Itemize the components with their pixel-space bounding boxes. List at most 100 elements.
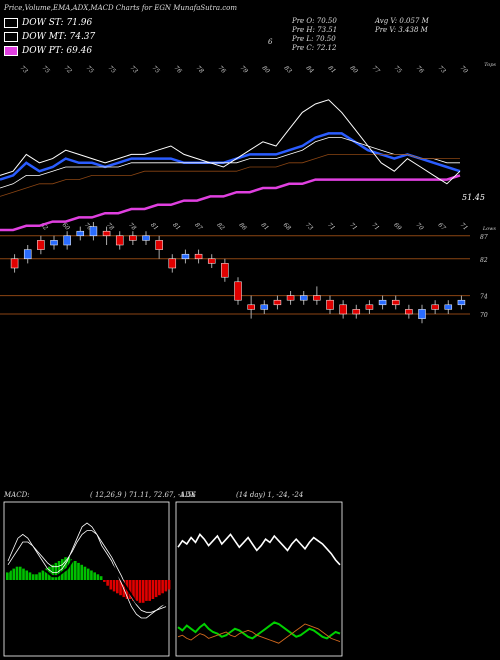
bottom-tick-label: 82: [215, 221, 225, 231]
top-tick-label: 70: [459, 64, 469, 74]
candle-body: [50, 240, 58, 246]
price-label: 51.45: [462, 193, 485, 202]
bottom-tick-label: 73: [304, 221, 314, 231]
bottom-tick-label: 70: [83, 221, 93, 231]
top-tick-label: 80: [261, 64, 271, 74]
candle-body: [155, 240, 163, 250]
legend-swatch-st: [4, 18, 18, 28]
legend-swatch-pt: [4, 46, 18, 56]
top-tick-label: 83: [283, 64, 293, 74]
top-tick-label: 77: [371, 64, 381, 74]
macd-histogram-bar: [6, 572, 9, 580]
macd-histogram-bar: [80, 564, 84, 580]
bottom-tick-label: 78: [105, 221, 115, 231]
adx-line-3: [177, 623, 341, 644]
candle-body: [234, 281, 242, 301]
macd-histogram-bar: [35, 574, 38, 580]
macd-histogram-bar: [90, 570, 93, 580]
macd-histogram-bar: [38, 572, 41, 580]
candle-body: [142, 235, 150, 241]
macd-histogram-bar: [54, 562, 58, 580]
candle-body: [37, 240, 45, 250]
macd-histogram-bar: [25, 570, 29, 580]
ema-line-3: [0, 154, 460, 197]
candle-body: [444, 304, 453, 310]
candle-body: [378, 299, 387, 306]
bottom-tick-label: 78: [127, 221, 137, 231]
macd-histogram-bar: [15, 566, 19, 580]
macd-histogram-bar: [83, 566, 87, 580]
candle-body: [10, 258, 19, 269]
macd-histogram-bar: [99, 576, 103, 580]
candle-body: [76, 230, 85, 237]
top-tick-label: 76: [173, 64, 183, 74]
candle-body: [457, 299, 466, 306]
candle-body: [194, 253, 203, 260]
top-tick-label: 73: [437, 64, 447, 74]
macd-histogram-bar: [106, 580, 109, 586]
ohlc-open: Pre O: 70.50: [292, 17, 337, 25]
macd-histogram-bar: [154, 580, 158, 598]
macd-histogram-bar: [158, 580, 161, 596]
macd-histogram-bar: [57, 561, 61, 580]
page-title: Price,Volume,EMA,ADX,MACD Charts for EGN…: [4, 4, 238, 12]
ohlc-close: Pre C: 72.12: [292, 44, 337, 52]
top-tick-label: 75: [393, 64, 403, 74]
candle-body: [286, 295, 295, 301]
macd-title: MACD:: [3, 491, 30, 499]
macd-histogram-bar: [138, 580, 142, 603]
ema-line-1: [0, 132, 461, 181]
top-tick-label: 72: [63, 64, 73, 74]
macd-histogram-bar: [22, 568, 25, 580]
bottom-tick-label: 71: [348, 221, 358, 231]
macd-histogram-bar: [70, 559, 74, 580]
macd-histogram-bar: [135, 580, 139, 601]
macd-line-3: [7, 540, 167, 610]
price-line: [0, 99, 461, 185]
top-tick-label: 75: [85, 64, 95, 74]
macd-histogram-bar: [145, 580, 148, 601]
legend-dow-mt: DOW MT: 74.37: [4, 31, 95, 43]
top-tick-label: 75: [107, 64, 117, 74]
macd-histogram-bar: [96, 574, 100, 580]
marker-text: 6: [268, 38, 273, 46]
bottom-tick-label: 87: [193, 221, 203, 231]
bottom-tick-label: 62: [39, 221, 49, 231]
macd-histogram-bar: [116, 580, 119, 594]
top-tick-label: 76: [415, 64, 425, 74]
macd-histogram-bar: [103, 580, 106, 582]
macd-histogram-bar: [73, 561, 77, 580]
macd-histogram-bar: [86, 568, 90, 580]
avg-volume: Avg V: 0.057 M: [375, 17, 429, 25]
candle-body: [221, 263, 229, 278]
legend-label-mt: DOW MT: 74.37: [22, 32, 96, 42]
candle-body: [168, 258, 177, 269]
candle-body: [273, 299, 282, 306]
adx-line-2: [177, 621, 341, 640]
top-tick-label: 81: [327, 64, 337, 74]
candle-body: [102, 230, 111, 237]
candle-body: [63, 235, 71, 246]
macd-line-2: [7, 530, 167, 613]
tops-label: Tops: [484, 62, 496, 68]
legend-label-st: DOW ST: 71.96: [22, 18, 93, 28]
candle-body: [89, 226, 98, 237]
ohlc-high: Pre H: 73.51: [292, 26, 338, 34]
ohlc-low: Pre L: 70.50: [292, 35, 336, 43]
candle-body: [115, 235, 124, 246]
top-tick-label: 73: [19, 64, 29, 74]
legend-label-pt: DOW PT: 69.46: [22, 46, 93, 56]
top-tick-label: 79: [239, 64, 249, 74]
bottom-tick-label: 81: [149, 221, 159, 231]
level-label: 87: [480, 234, 488, 241]
macd-histogram-bar: [119, 580, 122, 596]
macd-histogram-bar: [164, 580, 168, 592]
candle-body: [339, 304, 347, 315]
macd-histogram-bar: [148, 580, 151, 601]
candle-body: [181, 253, 190, 260]
bottom-tick-label: 71: [459, 221, 469, 231]
level-label: 74: [480, 294, 488, 301]
candle-body: [352, 309, 361, 315]
